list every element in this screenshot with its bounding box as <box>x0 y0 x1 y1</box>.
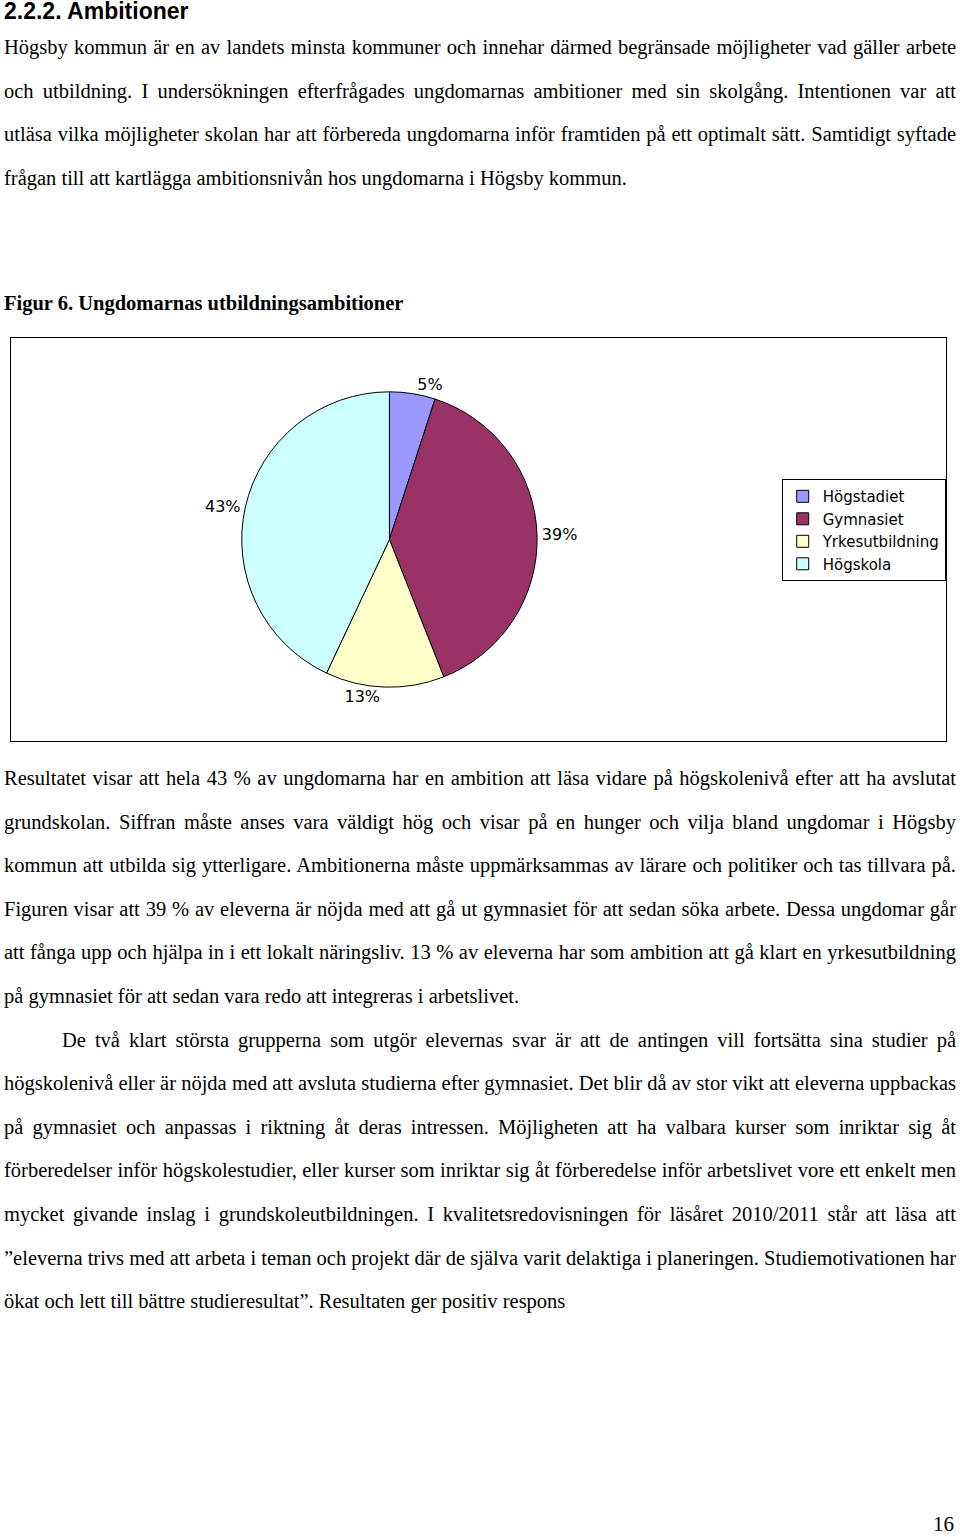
svg-text:Högskola: Högskola <box>823 556 891 574</box>
html-text:16: 16 <box>933 1512 954 1536</box>
svg-text:Yrkesutbildning: Yrkesutbildning <box>822 533 939 551</box>
html-text:De två klart största grupperna: De två klart största grupperna som utgör… <box>4 1028 956 1313</box>
svg-text:Gymnasiet: Gymnasiet <box>823 511 904 529</box>
svg-text:13%: 13% <box>344 687 380 706</box>
svg-text:43%: 43% <box>205 497 241 516</box>
svg-text:39%: 39% <box>542 525 578 544</box>
html-text:Figur 6. Ungdomarnas utbildnin: Figur 6. Ungdomarnas utbildningsambition… <box>4 292 404 314</box>
svg-text:Högstadiet: Högstadiet <box>823 488 905 506</box>
html-text:Resultatet visar att hela 43 %: Resultatet visar att hela 43 % av ungdom… <box>4 767 956 1007</box>
svg-text:5%: 5% <box>417 375 442 394</box>
html-text:Högsby kommun är en av landets: Högsby kommun är en av landets minsta ko… <box>4 36 956 189</box>
